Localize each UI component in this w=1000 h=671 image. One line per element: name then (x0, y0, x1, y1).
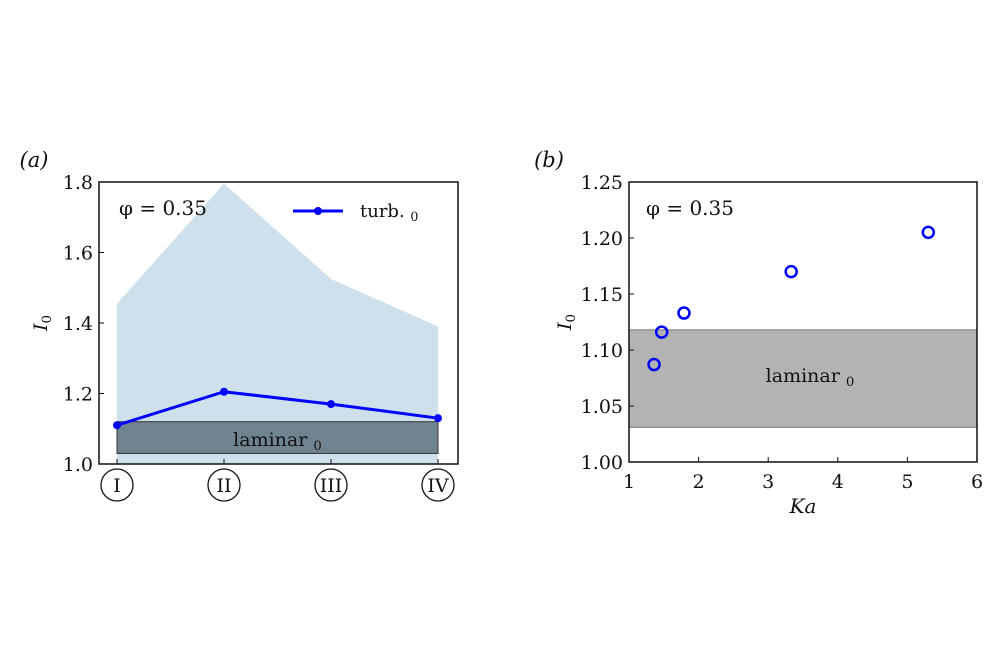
turb-point (434, 414, 442, 423)
panel-label-b: (b) (534, 148, 564, 172)
legend-label: turb. 0 (360, 201, 418, 224)
category-circle (421, 468, 455, 502)
data-point (654, 325, 669, 339)
y-tick-label: 1.4 (63, 313, 93, 335)
laminar-band (628, 329, 978, 428)
laminar-band (116, 421, 439, 454)
y-tick-label: 1.2 (63, 384, 93, 406)
turb-line (116, 390, 439, 427)
y-axis-label: I0 (30, 315, 55, 332)
phi-annotation-b: φ = 0.35 (646, 196, 734, 220)
x-axis-label: Ka (789, 494, 817, 518)
turb-point (113, 421, 121, 430)
legend-marker (314, 207, 322, 215)
x-tick-label: 1 (623, 471, 635, 493)
x-tick-label: IV (427, 475, 449, 497)
category-circle (100, 468, 134, 502)
data-point (677, 306, 691, 320)
y-tick-label: 1.15 (581, 284, 623, 306)
x-tick-label: 4 (832, 471, 844, 493)
y-tick-label: 1.8 (63, 172, 93, 194)
turb-point (327, 400, 335, 409)
x-tick-label: III (320, 475, 343, 497)
data-point (784, 264, 798, 279)
phi-annotation-a: φ = 0.35 (119, 196, 207, 220)
data-point (647, 357, 661, 372)
panel-label-a: (a) (20, 148, 49, 172)
shaded-range-area (117, 183, 438, 464)
turb-point (220, 387, 228, 396)
category-circle (207, 468, 241, 502)
x-tick-label: 5 (901, 471, 913, 493)
laminar-band-label: laminar 0 (766, 365, 855, 390)
y-tick-label: 1.6 (63, 243, 93, 265)
axes-frame-b (628, 181, 978, 463)
y-tick-label: 1.10 (581, 340, 623, 362)
y-tick-label: 1.00 (581, 452, 623, 474)
x-tick-label: 6 (971, 471, 983, 493)
y-tick-label: 1.0 (63, 454, 93, 476)
laminar-band-label: laminar 0 (233, 429, 322, 454)
x-tick-label: 3 (762, 471, 774, 493)
x-tick-label: 2 (693, 471, 705, 493)
y-tick-label: 1.25 (581, 172, 623, 194)
x-tick-label: II (216, 475, 231, 497)
y-tick-label: 1.20 (581, 228, 623, 250)
y-axis-label: I0 (554, 314, 579, 331)
y-tick-label: 1.05 (581, 396, 623, 418)
category-circle (314, 468, 348, 502)
data-point (921, 225, 936, 240)
x-tick-label: I (113, 475, 121, 497)
